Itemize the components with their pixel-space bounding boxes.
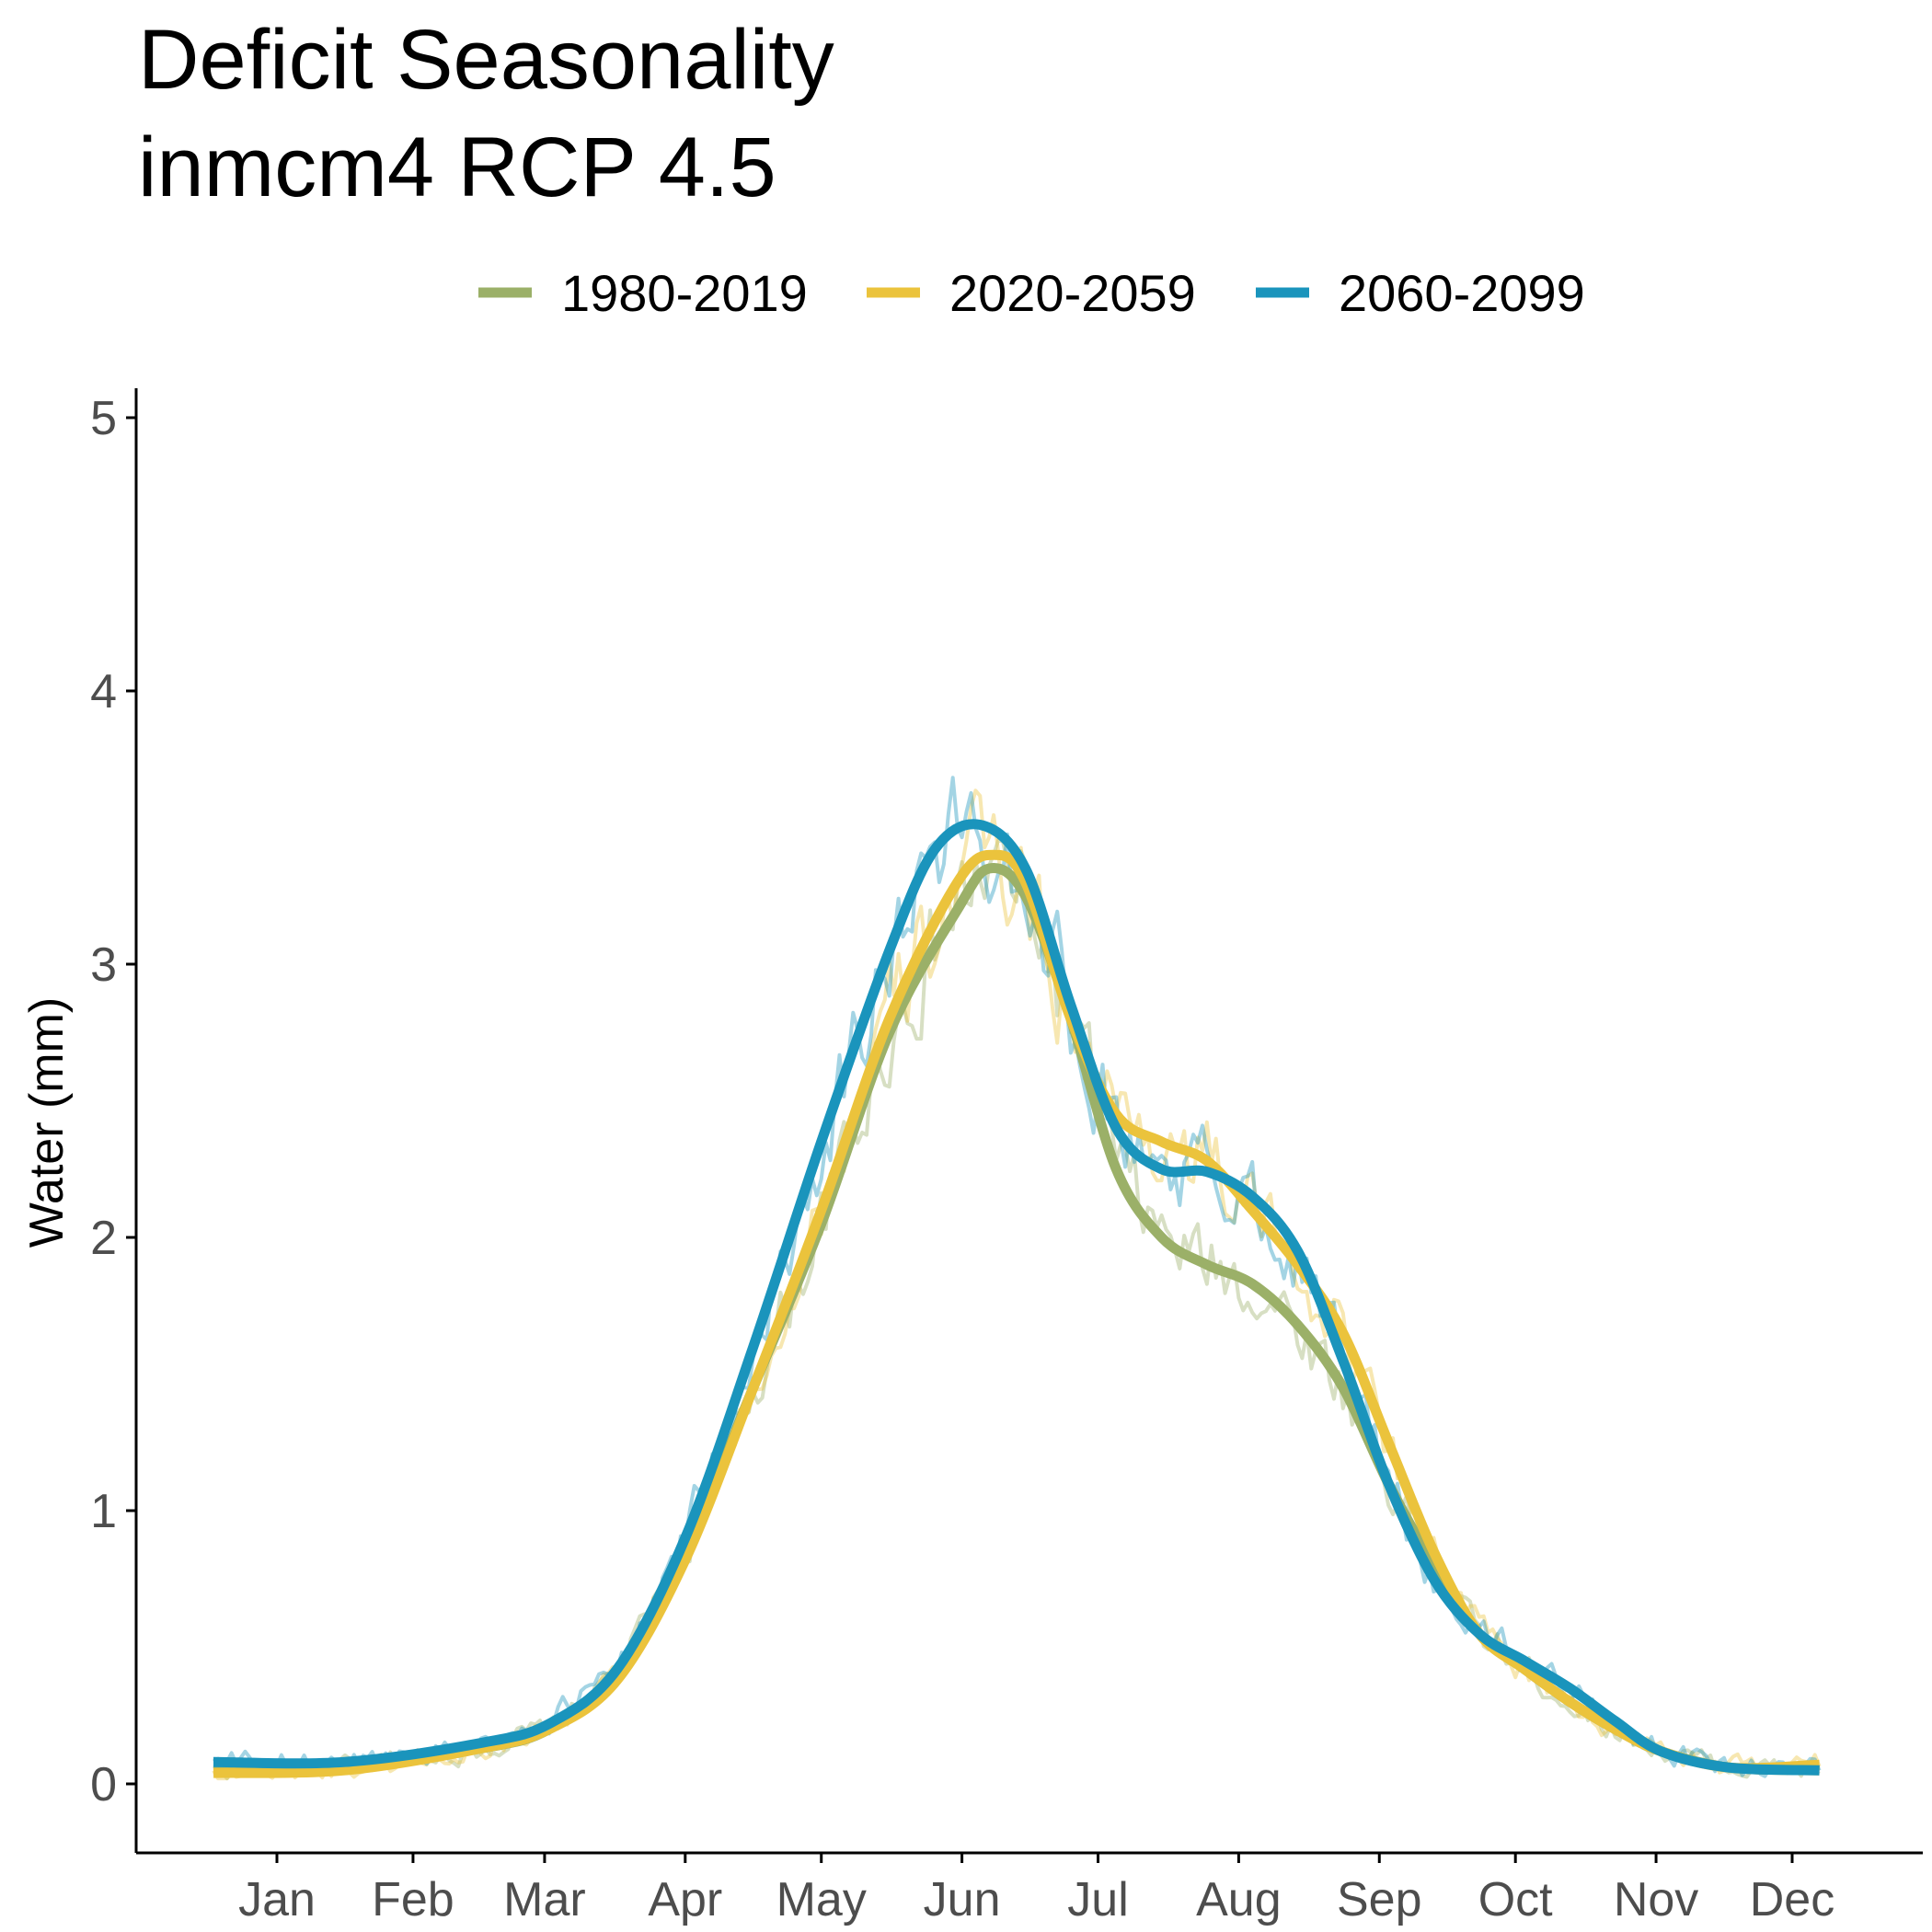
legend: 1980-2019 2020-2059 2060-2099 xyxy=(478,264,1585,322)
x-tick-label-Jul: Jul xyxy=(1067,1873,1128,1926)
chart-title-line-2: inmcm4 RCP 4.5 xyxy=(138,121,776,214)
x-tick-label-Apr: Apr xyxy=(648,1873,722,1926)
smoothed-line-2060-2099 xyxy=(213,819,1820,1776)
smoothed-line-1980-2019 xyxy=(213,862,1820,1776)
chart-title: Deficit Seasonality inmcm4 RCP 4.5 xyxy=(138,13,834,214)
x-tick-label-Jan: Jan xyxy=(238,1873,316,1926)
legend-entry-1980-2019: 1980-2019 xyxy=(478,264,808,322)
x-tick-label-Nov: Nov xyxy=(1614,1873,1698,1926)
y-tick-label-5: 5 xyxy=(90,392,117,445)
y-axis-title: Water (mm) xyxy=(20,997,74,1248)
x-axis-ticks: Jan Feb Mar Apr May Jun Jul Aug Sep Oct Nov Dec xyxy=(238,1853,1834,1926)
legend-entry-2020-2059: 2020-2059 xyxy=(867,264,1196,322)
x-tick-label-Sep: Sep xyxy=(1337,1873,1422,1926)
x-tick-label-Dec: Dec xyxy=(1750,1873,1834,1926)
x-tick-label-Oct: Oct xyxy=(1478,1873,1553,1926)
legend-entry-2060-2099: 2060-2099 xyxy=(1256,264,1585,322)
x-tick-label-Mar: Mar xyxy=(503,1873,586,1926)
axes xyxy=(134,388,1923,1855)
x-tick-label-Jun: Jun xyxy=(924,1873,1001,1926)
daily-line-2020-2059 xyxy=(212,788,1822,1781)
smoothed-series-layer xyxy=(213,819,1820,1778)
chart-title-line-1: Deficit Seasonality xyxy=(138,13,834,107)
legend-label-2060-2099: 2060-2099 xyxy=(1339,264,1585,322)
y-tick-label-3: 3 xyxy=(90,938,117,992)
daily-series-layer xyxy=(212,776,1822,1781)
smoothed-line-2020-2059 xyxy=(213,849,1820,1778)
x-tick-label-Feb: Feb xyxy=(372,1873,454,1926)
daily-line-1980-2019 xyxy=(213,838,1821,1781)
legend-label-2020-2059: 2020-2059 xyxy=(949,264,1196,322)
x-tick-label-May: May xyxy=(776,1873,867,1926)
y-tick-label-1: 1 xyxy=(90,1485,117,1538)
y-axis-ticks: 0 1 2 3 4 5 xyxy=(90,392,136,1811)
daily-line-2060-2099 xyxy=(212,776,1822,1778)
y-tick-label-0: 0 xyxy=(90,1758,117,1811)
x-tick-label-Aug: Aug xyxy=(1196,1873,1282,1926)
legend-label-1980-2019: 1980-2019 xyxy=(561,264,808,322)
y-tick-label-2: 2 xyxy=(90,1212,117,1265)
y-tick-label-4: 4 xyxy=(90,665,117,719)
